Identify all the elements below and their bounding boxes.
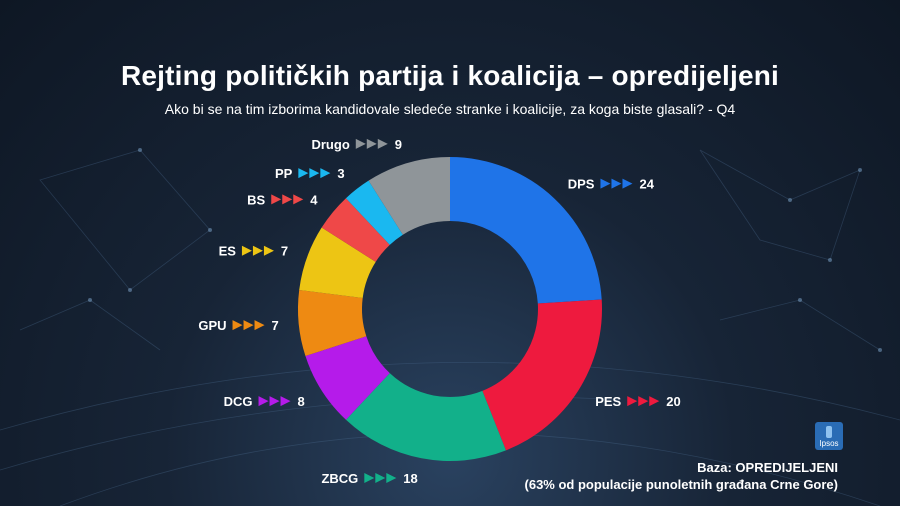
label-value: 20 — [666, 394, 680, 409]
arrow-triangle-icon — [622, 178, 633, 189]
label-value: 4 — [310, 192, 318, 207]
label-name: BS — [247, 192, 265, 207]
label-name: PES — [595, 394, 621, 409]
arrow-triangle-icon — [627, 396, 638, 407]
label-pes: PES 20 — [595, 394, 680, 409]
label-value: 7 — [272, 318, 279, 333]
label-gpu: GPU 7 — [198, 318, 278, 333]
logo-text: Ipsos — [819, 439, 839, 448]
label-name: ES — [219, 244, 237, 259]
triple-arrow-icon — [627, 396, 660, 407]
label-name: GPU — [198, 318, 226, 333]
arrow-triangle-icon — [269, 396, 280, 407]
logo-mark-icon — [826, 426, 832, 438]
label-bs: BS 4 — [247, 192, 318, 207]
slice-dps — [450, 157, 602, 304]
slice-drugo — [368, 157, 450, 235]
label-value: 3 — [337, 166, 344, 181]
label-dps: DPS 24 — [568, 177, 655, 192]
arrow-triangle-icon — [386, 472, 397, 483]
arrow-triangle-icon — [366, 138, 377, 149]
triple-arrow-icon — [232, 320, 265, 331]
slice-dcg — [305, 336, 390, 420]
label-value: 18 — [403, 471, 417, 486]
triple-arrow-icon — [241, 245, 274, 256]
ipsos-logo: Ipsos — [815, 422, 843, 450]
triple-arrow-icon — [271, 194, 304, 205]
slice-bs — [321, 198, 390, 262]
arrow-triangle-icon — [638, 396, 649, 407]
label-value: 7 — [281, 244, 288, 259]
slice-pes — [482, 299, 602, 451]
arrow-triangle-icon — [298, 168, 309, 179]
slice-gpu — [298, 289, 367, 356]
arrow-triangle-icon — [280, 396, 291, 407]
label-value: 8 — [298, 394, 305, 409]
arrow-triangle-icon — [649, 396, 660, 407]
arrow-triangle-icon — [600, 178, 611, 189]
arrow-triangle-icon — [611, 178, 622, 189]
label-name: PP — [275, 166, 293, 181]
arrow-triangle-icon — [271, 194, 282, 205]
triple-arrow-icon — [600, 178, 633, 189]
arrow-triangle-icon — [377, 138, 388, 149]
triple-arrow-icon — [364, 472, 397, 483]
triple-arrow-icon — [298, 168, 331, 179]
label-name: DPS — [568, 177, 595, 192]
label-dcg: DCG 8 — [224, 394, 305, 409]
arrow-triangle-icon — [309, 168, 320, 179]
arrow-triangle-icon — [243, 320, 254, 331]
base-note-line1: Baza: OPREDIJELJENI — [697, 460, 838, 475]
label-name: DCG — [224, 394, 253, 409]
arrow-triangle-icon — [232, 320, 243, 331]
arrow-triangle-icon — [375, 472, 386, 483]
label-es: ES 7 — [219, 244, 289, 259]
arrow-triangle-icon — [258, 396, 269, 407]
base-note: Baza: OPREDIJELJENI (63% od populacije p… — [525, 459, 838, 493]
slice-zbcg — [345, 373, 506, 461]
arrow-triangle-icon — [293, 194, 304, 205]
arrow-triangle-icon — [254, 320, 265, 331]
label-drugo: Drugo 9 — [311, 137, 402, 152]
label-value: 24 — [639, 177, 654, 192]
label-name: ZBCG — [321, 471, 358, 486]
chart-title: Rejting političkih partija i koalicija –… — [120, 60, 780, 91]
triple-arrow-icon — [258, 396, 291, 407]
arrow-triangle-icon — [252, 245, 263, 256]
label-zbcg: ZBCG 18 — [321, 471, 417, 486]
label-name: Drugo — [311, 137, 349, 152]
slice-es — [299, 227, 376, 298]
arrow-triangle-icon — [364, 472, 375, 483]
chart-subtitle: Ako bi se na tim izborima kandidovale sl… — [164, 101, 736, 117]
arrow-triangle-icon — [263, 245, 274, 256]
base-note-line2: (63% od populacije punoletnih građana Cr… — [524, 477, 838, 492]
slice-pp — [345, 180, 403, 245]
arrow-triangle-icon — [282, 194, 293, 205]
arrow-triangle-icon — [320, 168, 331, 179]
arrow-triangle-icon — [241, 245, 252, 256]
triple-arrow-icon — [355, 138, 388, 149]
label-pp: PP 3 — [275, 166, 345, 181]
arrow-triangle-icon — [355, 138, 366, 149]
label-value: 9 — [395, 137, 402, 152]
